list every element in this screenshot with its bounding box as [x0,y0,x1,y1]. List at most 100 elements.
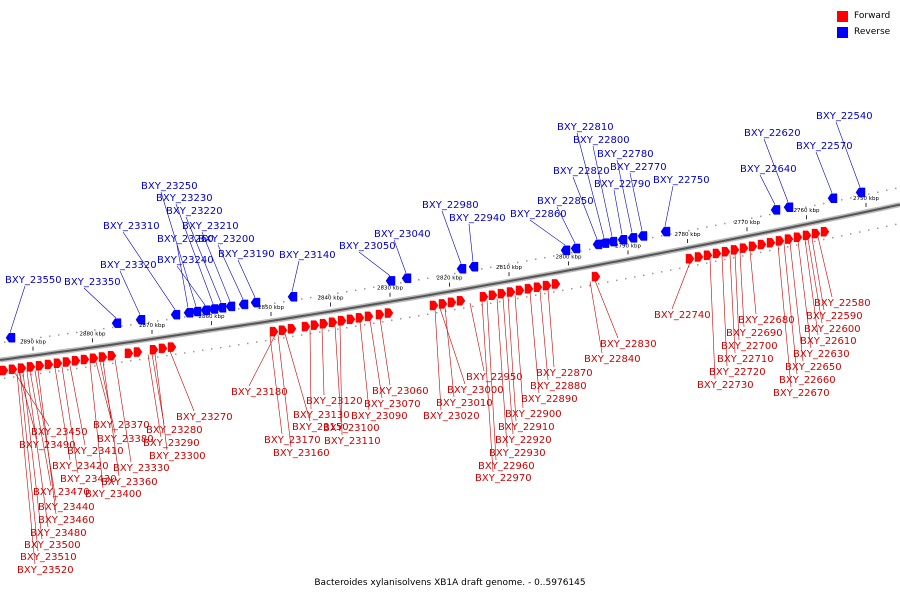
leader-line [393,239,407,274]
track-dot-lower [643,274,645,277]
tick-label: 2790 kbp [615,243,641,249]
leader-line [83,287,117,319]
forward-gene-glyph [346,314,356,325]
reverse-gene-glyph [617,234,628,245]
track-dot-lower [886,225,888,228]
leader-line [759,174,776,205]
track-dot-lower [589,284,591,287]
gene-label-forward: BXY_22950 [466,372,523,383]
track-dot-upper [238,308,240,310]
track-dot-upper [337,292,339,294]
leader-line [175,203,214,304]
gene-label-reverse: BXY_23200 [198,234,255,245]
tick-label: 2780 kbp [675,232,701,238]
gene-label-forward: BXY_23370 [93,420,150,431]
gene-label-forward: BXY_23510 [20,552,77,563]
gene-label-forward: BXY_23150 [292,422,349,433]
track-dot-upper [652,236,654,239]
reverse-gene-glyph [208,304,219,314]
track-dot-upper [571,251,573,254]
gene-label-reverse: BXY_22810 [557,122,614,133]
leader-line [99,361,116,434]
track-dot-lower [823,238,825,241]
gene-label-forward: BXY_23290 [143,438,200,449]
leader-line [734,253,740,341]
track-dot-upper [418,278,420,281]
track-dot-upper [895,187,897,190]
gene-label-forward: BXY_23120 [306,396,363,407]
track-dot-lower [499,300,501,303]
track-dot-upper [490,266,492,269]
track-dot-upper [796,208,798,210]
reverse-gene-glyph [827,193,838,204]
forward-gene-glyph [0,365,9,376]
gene-label-forward: BXY_23110 [324,436,381,447]
track-dot-lower [571,287,573,290]
reverse-gene-glyph [770,205,781,215]
track-dot-lower [283,337,285,339]
gene-label-forward: BXY_22720 [709,367,766,378]
track-dot-upper [553,255,555,257]
leader-line [441,210,462,264]
track-dot-upper [67,332,69,335]
leader-line [176,244,189,308]
gene-label-forward: BXY_23000 [447,385,504,396]
reverse-gene-glyph [592,239,603,250]
forward-swatch [837,10,848,22]
gene-label-forward: BXY_22870 [536,368,593,379]
gene-label-forward: BXY_23420 [52,461,109,472]
leader-line [507,296,517,422]
gene-label-reverse: BXY_23210 [182,221,239,232]
track-dot-upper [265,303,267,306]
track-dot-upper [328,293,330,296]
forward-gene-glyph [551,279,561,289]
gene-label-forward: BXY_22960 [478,461,535,472]
leader-line [616,159,633,233]
gene-label-forward: BXY_23440 [38,502,95,513]
track-dot-lower [463,307,465,309]
gene-label-forward: BXY_23500 [24,540,81,551]
gene-label-reverse: BXY_23260 [157,234,214,245]
track-dot-lower [94,365,96,367]
track-dot-lower [544,292,546,295]
track-dot-upper [274,302,276,304]
track-dot-upper [445,274,447,276]
leader-line [468,223,474,262]
track-dot-lower [850,233,852,235]
leader-line [369,319,383,399]
tick-label: 2750 kbp [853,196,879,202]
track-dot-lower [625,277,627,280]
reverse-gene-glyph [570,243,581,254]
forward-gene-glyph [757,239,767,250]
gene-label-forward: BXY_23330 [113,463,170,474]
leader-line [589,281,603,354]
forward-gene-glyph [71,356,81,366]
track-dot-upper [94,329,96,331]
reverse-gene-glyph [225,301,236,312]
tick-label: 2760 kbp [794,208,820,214]
leader-line [807,238,823,324]
gene-label-reverse: BXY_22850 [537,196,594,207]
track-dot-lower [859,231,861,233]
track-dot-lower [13,376,15,378]
track-dot-upper [499,264,501,267]
track-dot-lower [787,246,789,248]
track-dot-lower [22,375,24,377]
forward-gene-glyph [80,354,90,365]
track-dot-lower [634,276,636,278]
leader-line [69,365,86,446]
track-dot-lower [472,305,474,308]
track-dot-lower [526,296,528,298]
track-dot-upper [841,199,843,201]
leader-line [102,360,120,477]
gene-label-forward: BXY_23010 [436,398,493,409]
gene-label-forward: BXY_23020 [423,411,480,422]
track-dot-upper [400,282,402,284]
gene-label-forward: BXY_22920 [495,435,552,446]
track-dot-lower [868,229,870,231]
forward-gene-glyph [158,343,168,354]
gene-label-forward: BXY_23300 [149,451,206,462]
leader-line [54,367,71,461]
track-dot-upper [130,324,132,326]
leader-line [539,290,549,381]
